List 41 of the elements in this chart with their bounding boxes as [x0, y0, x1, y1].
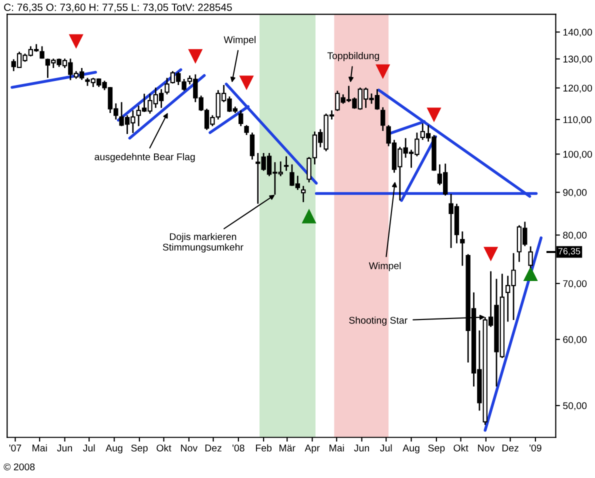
- y-tick-label: 50,00: [563, 402, 587, 410]
- chart-title: C: 76,35 O: 73,60 H: 77,55 L: 73,05 TotV: 228545: [4, 4, 232, 12]
- annotation: Toppbildung: [327, 52, 380, 62]
- ref-line-label: 76,35: [558, 248, 580, 256]
- annotation: Dojis markieren Stimmungsumkehr: [162, 232, 244, 253]
- y-tick-label: 130,00: [563, 56, 592, 64]
- x-tick-label: '09: [530, 444, 542, 452]
- y-tick-label: 70,00: [563, 280, 587, 288]
- x-tick-label: '08: [232, 444, 244, 452]
- x-tick-label: Okt: [454, 444, 468, 452]
- x-tick-label: Sep: [131, 444, 148, 454]
- x-tick-label: Mai: [330, 444, 344, 452]
- y-tick-label: 90,00: [563, 189, 587, 198]
- x-tick-label: Nov: [181, 444, 198, 452]
- annotation: Shooting Star: [349, 316, 408, 326]
- y-tick-label: 120,00: [563, 84, 592, 93]
- y-tick-label: 80,00: [563, 232, 587, 240]
- y-tick-label: 100,00: [563, 150, 592, 159]
- x-tick-label: Okt: [156, 444, 172, 452]
- x-tick-label: Sep: [428, 444, 445, 454]
- x-tick-label: Mai: [32, 444, 47, 452]
- x-tick-label: Nov: [478, 444, 495, 452]
- x-tick-label: Mär: [280, 444, 296, 452]
- x-tick-label: Feb: [256, 444, 272, 452]
- x-tick-label: Dez: [205, 444, 222, 452]
- y-tick-label: 60,00: [563, 336, 587, 344]
- x-tick-label: Jun: [354, 444, 369, 452]
- x-tick-label: Jun: [57, 444, 72, 452]
- x-tick-label: Jul: [83, 444, 95, 452]
- x-tick-label: '07: [9, 444, 22, 452]
- x-tick-label: Aug: [402, 444, 420, 454]
- annotation: Wimpel: [368, 262, 401, 272]
- annotation: ausgedehnte Bear Flag: [94, 153, 195, 162]
- x-tick-label: Jul: [380, 444, 392, 452]
- x-tick-label: Aug: [106, 444, 122, 454]
- text: © 2008: [4, 463, 35, 470]
- y-tick-label: 140,00: [563, 28, 592, 37]
- y-tick-label: 110,00: [563, 116, 592, 124]
- annotation: Wimpel: [224, 36, 256, 46]
- x-tick-label: Dez: [502, 444, 518, 452]
- x-tick-label: Apr: [304, 444, 320, 454]
